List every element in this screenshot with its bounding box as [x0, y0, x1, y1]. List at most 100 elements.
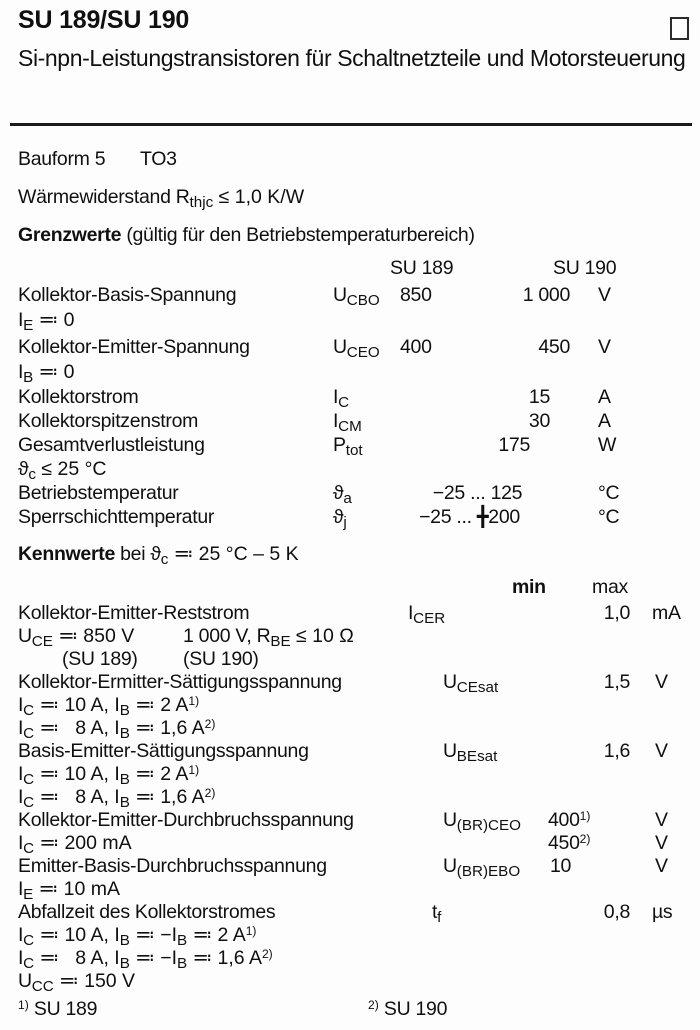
limits-row-condition-subscript: c	[28, 465, 36, 483]
characteristics-condition: UCC ≕ 150 V	[18, 970, 136, 994]
characteristics-row-symbol-subscript: f	[437, 908, 442, 926]
characteristics-row-name: Basis-Emitter-Sättigungsspannung	[18, 740, 309, 762]
condition-subscript-2: B	[119, 931, 130, 949]
limits-row-name: Kollektor-Basis-Spannung	[18, 284, 237, 306]
condition-end: ≕ 2 A	[187, 924, 246, 946]
condition-subscript: C	[23, 839, 35, 857]
limits-row-symbol: ϑa	[333, 483, 352, 507]
condition-base: U	[18, 970, 32, 992]
characteristics-row-max: 1,0	[603, 602, 631, 624]
limits-row-value-shared: −25 ... ╋200	[419, 506, 520, 528]
thermal-resistance-value: ≤ 1,0 K/W	[213, 186, 305, 208]
condition-footnote-ref: 1)	[188, 694, 200, 709]
limits-row-condition-rest: ≕ 0	[33, 309, 75, 331]
limits-row-unit: A	[598, 386, 611, 408]
characteristics-heading-rest: bei ϑ	[115, 543, 161, 565]
characteristics-condition: 1 000 V, RBE ≤ 10 Ω	[183, 625, 354, 649]
condition-subscript: E	[23, 885, 34, 903]
limits-row-symbol-subscript: CBO	[346, 291, 380, 309]
characteristics-row-symbol-subscript: (BR)EBO	[456, 862, 521, 880]
characteristics-row-unit: V	[655, 671, 668, 693]
limits-row-condition-base: ϑ	[18, 458, 29, 480]
condition-rest: ≕ 150 V	[53, 970, 136, 992]
condition-subscript: C	[23, 954, 35, 972]
limits-row-symbol-base: U	[333, 336, 347, 358]
characteristics-row-symbol-subscript: CEsat	[456, 678, 499, 696]
characteristics-row-name: Kollektor-Emitter-Reststrom	[18, 602, 250, 624]
characteristics-condition: IC ≕ 8 A, IB ≕ 1,6 A2)	[18, 786, 215, 810]
limits-row-name: Kollektorstrom	[18, 386, 139, 408]
limits-row-condition-base: I	[18, 361, 24, 383]
limits-heading-rest: (gültig für den Betriebstemperaturbereic…	[121, 224, 475, 246]
page-subtitle: Si-npn-Leistungstransistoren für Schaltn…	[18, 45, 686, 71]
limits-row-symbol-subscript: tot	[345, 441, 363, 459]
limits-row-symbol: UCBO	[333, 284, 380, 309]
condition-subscript-3: B	[177, 954, 188, 972]
condition-base: U	[18, 625, 32, 647]
characteristics-row-unit: V	[655, 740, 668, 762]
limits-column-header-su189: SU 189	[390, 257, 454, 279]
square-outline-icon	[670, 17, 689, 40]
condition-base: I	[18, 832, 24, 854]
limits-row-symbol-subscript: a	[343, 489, 352, 507]
condition-end: ≕ 1,6 A	[187, 947, 262, 969]
condition-mid: ≕ 10 A, I	[34, 924, 120, 946]
condition-subscript: CE	[31, 632, 53, 650]
characteristics-condition: IC ≕ 8 A, IB ≕ −IB ≕ 1,6 A2)	[18, 947, 273, 972]
limits-row-value-shared: 15	[528, 386, 550, 408]
characteristics-row-unit: V	[655, 855, 668, 877]
characteristics-row-symbol: U(BR)CEO	[443, 810, 521, 833]
characteristics-row-name: Abfallzeit des Kollektorstromes	[18, 901, 276, 923]
page-title: SU 189/SU 190	[18, 6, 190, 34]
condition-rest: ≕ 10 mA	[33, 878, 120, 900]
limits-row-condition-base: I	[18, 309, 24, 331]
limits-row-name: Betriebstemperatur	[18, 482, 179, 504]
characteristics-heading: Kennwerte bei ϑc ≕ 25 °C – 5 K	[18, 543, 299, 568]
limits-row-unit: A	[598, 410, 611, 432]
characteristics-row-min-footnote-ref: 1)	[579, 809, 591, 824]
condition-base: I	[18, 878, 24, 900]
condition-mid: ≕ 8 A, I	[34, 786, 120, 808]
limits-row-condition-subscript: E	[23, 316, 34, 334]
characteristics-row-symbol: ICER	[408, 603, 445, 626]
condition-base: I	[18, 694, 24, 716]
footnote-2-text: SU 190	[378, 998, 448, 1020]
footnote-1-text: SU 189	[28, 998, 98, 1020]
condition-footnote-ref: 1)	[245, 924, 257, 939]
characteristics-column-header-min: min	[512, 576, 546, 598]
condition-end: ≕ 1,6 A	[129, 717, 205, 739]
condition-subscript-2: B	[119, 770, 130, 788]
characteristics-heading-subscript: c	[160, 550, 169, 568]
characteristics-row-min-footnote-ref: 2)	[579, 832, 591, 847]
package-value: TO3	[140, 148, 177, 170]
characteristics-row-max: 1,6	[603, 740, 631, 762]
condition-rest: ≤ 10 Ω	[290, 625, 354, 647]
characteristics-column-header-max: max	[592, 576, 628, 598]
limits-row-unit: V	[598, 336, 611, 358]
limits-row-symbol-subscript: j	[343, 513, 347, 531]
characteristics-condition: IC ≕ 10 A, IB ≕ −IB ≕ 2 A1)	[18, 924, 257, 949]
characteristics-row-max: 1,5	[603, 671, 631, 693]
characteristics-row-symbol-subscript: BEsat	[456, 747, 498, 765]
condition-mid: ≕ 8 A, I	[34, 947, 120, 969]
limits-row-symbol-base: U	[333, 284, 347, 306]
characteristics-row-symbol: UCEsat	[443, 671, 499, 696]
characteristics-row-symbol-base: U	[443, 740, 457, 762]
characteristics-heading-tail: ≕ 25 °C – 5 K	[168, 543, 299, 565]
limits-row-value-su190: 1 000	[522, 284, 571, 306]
characteristics-condition: IC ≕ 10 A, IB ≕ 2 A1)	[18, 694, 200, 719]
characteristics-row-min-secondary: 4502)	[548, 832, 591, 854]
condition-subscript: C	[23, 701, 35, 719]
condition-end: ≕ 1,6 A	[129, 786, 205, 808]
condition-subscript: C	[23, 724, 35, 742]
limits-row-value-shared: 30	[528, 410, 550, 432]
limits-row-value-shared: 175	[498, 434, 530, 456]
limits-row-name: Sperrschichttemperatur	[18, 506, 215, 528]
limits-row-value-su189: 400	[400, 336, 432, 358]
limits-row-condition-rest: ≤ 25 °C	[35, 458, 107, 480]
condition-rest: ≕ 850 V	[52, 625, 135, 647]
characteristics-condition: UCE ≕ 850 V	[18, 625, 135, 650]
characteristics-row-symbol-base: U	[443, 671, 457, 693]
characteristics-row-min: 10	[550, 855, 572, 877]
